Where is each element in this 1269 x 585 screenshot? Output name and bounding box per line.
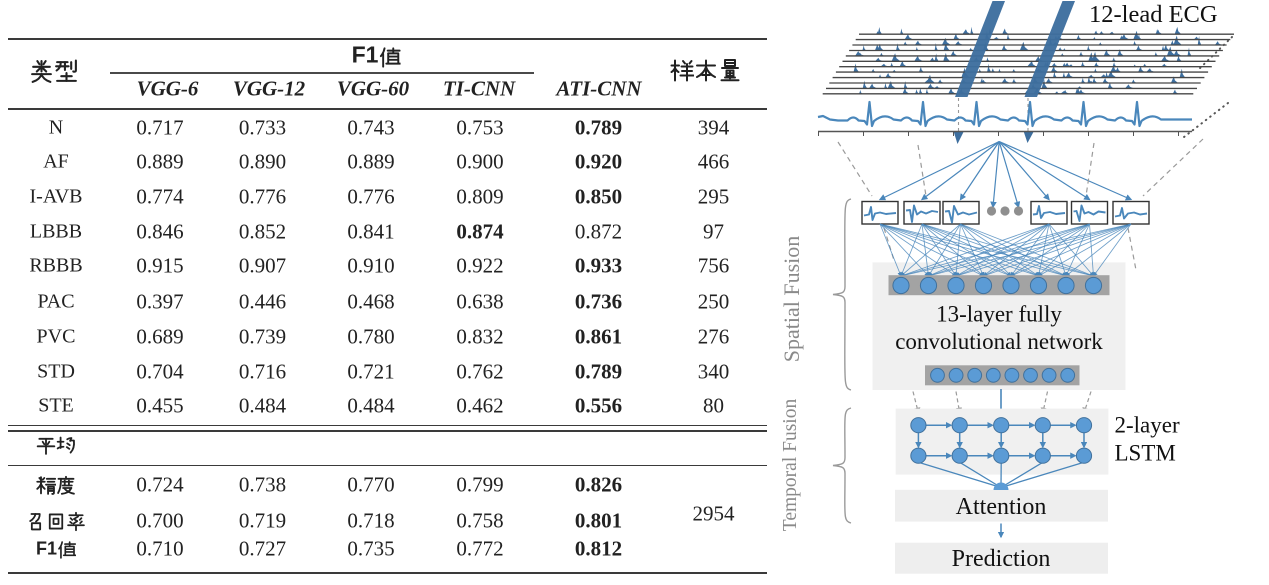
svg-text:Prediction: Prediction	[952, 546, 1051, 572]
svg-text:2-layer: 2-layer	[1115, 413, 1180, 438]
svg-text:Temporal Fusion: Temporal Fusion	[780, 399, 801, 532]
svg-text:Spatial Fusion: Spatial Fusion	[779, 236, 804, 363]
svg-text:12-lead ECG: 12-lead ECG	[1089, 1, 1218, 28]
svg-text:Attention: Attention	[956, 494, 1047, 520]
svg-text:13-layer fully: 13-layer fully	[936, 302, 1062, 327]
svg-text:convolutional network: convolutional network	[895, 329, 1103, 354]
svg-text:LSTM: LSTM	[1115, 441, 1176, 466]
